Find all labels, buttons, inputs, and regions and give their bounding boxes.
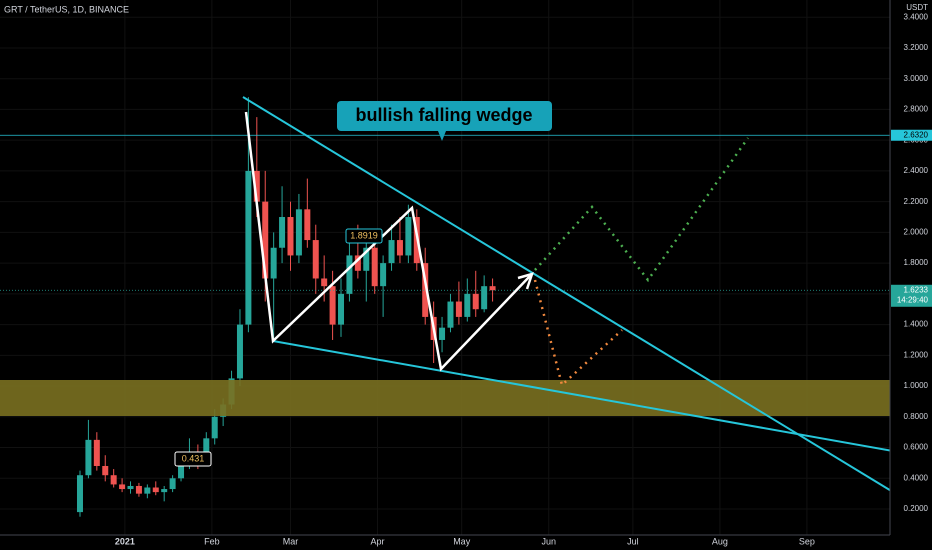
x-tick-label: Feb xyxy=(204,536,220,546)
candle-body xyxy=(346,255,353,294)
x-tick-label: Jun xyxy=(541,536,556,546)
candle-body xyxy=(396,240,403,256)
drawings: bullish falling wedge 1.8919 0.431 xyxy=(0,96,894,493)
projection-bull xyxy=(534,137,750,283)
wedge-upper xyxy=(242,96,894,493)
y-tick-label: 2.4000 xyxy=(904,166,929,175)
y-tick-label: 2.2000 xyxy=(904,197,929,206)
candle-body xyxy=(203,438,210,463)
candle-body xyxy=(380,263,387,287)
callout-tail xyxy=(438,131,446,141)
label-text: 0.431 xyxy=(182,453,205,463)
chart-title: GRT / TetherUS, 1D, BINANCE xyxy=(4,4,129,14)
candle-body xyxy=(135,485,142,494)
candle-body xyxy=(245,170,252,325)
candle-body xyxy=(119,484,126,490)
label-box xyxy=(174,451,212,467)
x-tick-label: Sep xyxy=(799,536,815,546)
y-tick-label: 1.8000 xyxy=(904,258,929,267)
label-box xyxy=(345,228,383,244)
x-tick-label: May xyxy=(453,536,471,546)
candle-body xyxy=(93,439,100,466)
axes: 0.2000 0.4000 0.6000 0.8000 1.0000 1.2000 1.40… xyxy=(115,12,932,546)
price-tag xyxy=(891,284,932,307)
x-tick-label: Mar xyxy=(283,536,299,546)
callout-box xyxy=(337,101,552,131)
candle-body xyxy=(76,475,83,513)
candle-body xyxy=(304,209,311,241)
candle-body xyxy=(110,475,117,485)
candle-body xyxy=(152,487,159,493)
y-tick-label: 1.0000 xyxy=(904,381,929,390)
candle-body xyxy=(321,278,328,287)
candle-body xyxy=(178,462,185,479)
candle-body xyxy=(295,209,302,256)
candle-body xyxy=(329,286,336,325)
candle-body xyxy=(363,247,370,271)
candle-body xyxy=(253,170,260,202)
y-tick-label: 3.0000 xyxy=(904,74,929,83)
candle-body xyxy=(338,293,345,325)
candle-body xyxy=(489,286,496,291)
candle-body xyxy=(464,293,471,317)
candle-body xyxy=(439,327,446,340)
price-tag xyxy=(891,129,932,141)
candle-body xyxy=(422,263,429,317)
x-tick-label: Aug xyxy=(712,536,728,546)
currency-label: USDT xyxy=(906,3,928,12)
candle-body xyxy=(169,478,176,490)
zigzag xyxy=(244,111,531,372)
candle-body xyxy=(287,217,294,256)
x-tick-label: Apr xyxy=(370,536,384,546)
callout-text: bullish falling wedge xyxy=(355,105,532,125)
arrow-head xyxy=(517,272,534,290)
candle-body xyxy=(161,489,168,493)
y-tick-label: 3.2000 xyxy=(904,43,929,52)
x-tick-label: 2021 xyxy=(115,536,135,546)
candle-body xyxy=(447,301,454,328)
candle-body xyxy=(144,487,151,494)
candle-body xyxy=(455,301,462,317)
candle-body xyxy=(279,217,286,248)
candle-body xyxy=(211,416,218,439)
candle-body xyxy=(236,324,243,379)
label-text: 1.8919 xyxy=(350,230,378,240)
y-tick-label: 1.4000 xyxy=(904,320,929,329)
y-tick-label: 0.6000 xyxy=(904,443,929,452)
y-tick-label: 0.4000 xyxy=(904,473,929,482)
candle-body xyxy=(354,255,361,271)
countdown: 14:29:40 xyxy=(897,295,929,304)
x-tick-label: Jul xyxy=(627,536,639,546)
wedge-lower xyxy=(272,340,894,452)
candle-body xyxy=(371,247,378,287)
y-tick-label: 0.2000 xyxy=(904,504,929,513)
candle-body xyxy=(270,247,277,279)
price-tag-label: 1.6233 xyxy=(904,285,929,294)
candle-body xyxy=(127,485,134,490)
candle-body xyxy=(388,240,395,264)
y-tick-label: 2.0000 xyxy=(904,227,929,236)
y-tick-label: 1.2000 xyxy=(904,350,929,359)
candle-body xyxy=(405,217,412,256)
price-tag-label: 2.6320 xyxy=(904,130,929,139)
y-tick-label: 0.8000 xyxy=(904,412,929,421)
y-tick-label: 2.8000 xyxy=(904,105,929,114)
candle-body xyxy=(262,201,269,279)
support-zone xyxy=(0,380,890,416)
candle-body xyxy=(472,293,479,310)
price-axis xyxy=(890,0,932,550)
candle-body xyxy=(481,286,488,310)
candle-body xyxy=(85,439,92,476)
y-tick-label: 3.4000 xyxy=(904,12,929,21)
candle-body xyxy=(312,240,319,279)
candle-body xyxy=(102,465,109,476)
projection-alt xyxy=(533,279,623,388)
